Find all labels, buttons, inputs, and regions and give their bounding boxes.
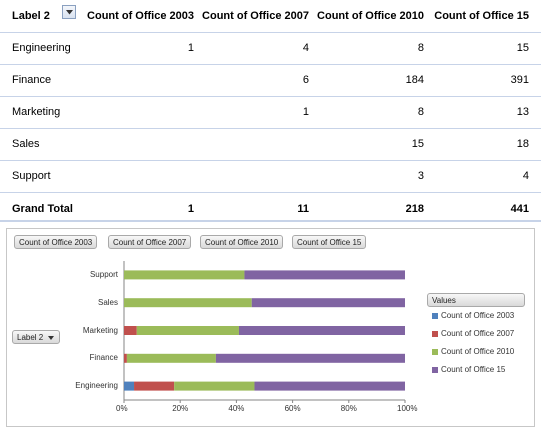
legend-label: Count of Office 2007 [441,329,515,338]
legend-swatch [432,331,438,337]
value-cell: 13 [516,106,529,118]
x-tick-label: 20% [172,404,189,413]
row-field-label: Label 2 [17,333,44,342]
filter-dropdown-button[interactable] [62,5,76,19]
bar-segment[interactable] [251,298,405,308]
value-cell: 4 [302,42,309,54]
value-cell: 8 [417,106,424,118]
value-cell: 15 [411,138,424,150]
col-header-office-2010: Count of Office 2010 [317,10,424,22]
series-field-button-office-15[interactable]: Count of Office 15 [292,235,367,249]
pivot-header-row: Label 2 Count of Office 2003 Count of Of… [0,0,541,33]
chevron-down-icon [48,336,55,340]
row-label: Finance [12,74,52,86]
bar-segment[interactable] [124,326,137,335]
x-tick-label: 60% [284,404,301,413]
row-label: Sales [12,138,40,150]
grand-total-cell: 11 [297,203,309,215]
bar-segment[interactable] [244,270,405,280]
chevron-down-icon [66,10,73,15]
x-tick-label: 0% [116,404,128,413]
value-cell: 15 [516,42,529,54]
bar-segment[interactable] [126,353,216,363]
table-row[interactable]: Support 3 4 [0,160,541,193]
row-label: Engineering [12,42,71,54]
legend-swatch [432,367,438,373]
grand-total-cell: 218 [405,203,424,215]
table-row[interactable]: Sales 15 18 [0,128,541,161]
col-header-office-2007: Count of Office 2007 [202,10,309,22]
legend-values-button[interactable]: Values [427,293,525,307]
grand-total-cell: 441 [510,203,529,215]
x-tick-label: 100% [397,404,418,413]
y-category-label: Support [89,269,118,279]
row-label: Marketing [12,106,61,118]
bar-segment[interactable] [174,381,255,391]
y-category-label: Marketing [82,325,118,335]
series-field-button-office-2007[interactable]: Count of Office 2007 [108,235,192,249]
value-cell: 18 [516,138,529,150]
y-category-label: Sales [97,297,118,307]
grand-total-row[interactable]: Grand Total 1 11 218 441 [0,192,541,222]
col-header-office-2003: Count of Office 2003 [87,10,194,22]
value-cell: 184 [405,74,424,86]
value-cell: 6 [302,74,309,86]
value-cell: 1 [187,42,194,54]
chart-plot-area [123,261,406,403]
x-tick-label: 40% [228,404,245,413]
value-cell: 391 [510,74,529,86]
row-field-button[interactable]: Label 2 [12,330,61,344]
value-cell: 1 [302,106,309,118]
bar-segment[interactable] [136,326,239,335]
legend-swatch [432,313,438,319]
x-tick-label: 80% [340,404,357,413]
col-header-office-15: Count of Office 15 [434,10,529,22]
y-category-label: Engineering [75,381,118,391]
grand-total-label: Grand Total [12,203,73,215]
table-row[interactable]: Marketing 1 8 13 [0,96,541,129]
bar-segment[interactable] [238,326,405,335]
row-label: Support [12,170,51,182]
pivot-chart[interactable]: Count of Office 2003 Count of Office 200… [6,228,535,427]
table-row[interactable]: Finance 6 184 391 [0,64,541,97]
value-cell: 4 [522,170,529,182]
table-row[interactable]: Engineering 1 4 8 15 [0,32,541,65]
row-labels-header: Label 2 [12,10,50,22]
value-cell: 3 [417,170,424,182]
y-category-label: Finance [89,353,118,363]
legend-swatch [432,349,438,355]
bar-segment[interactable] [124,270,245,280]
legend-label: Count of Office 2003 [441,311,515,320]
bar-segment[interactable] [124,353,127,363]
series-field-button-office-2003[interactable]: Count of Office 2003 [14,235,98,249]
series-field-button-office-2010[interactable]: Count of Office 2010 [200,235,284,249]
bar-segment[interactable] [124,298,252,308]
legend-label: Count of Office 2010 [441,347,515,356]
grand-total-cell: 1 [187,203,194,215]
bar-segment[interactable] [254,381,405,391]
value-cell: 8 [417,42,424,54]
legend-label: Count of Office 15 [441,365,506,374]
bar-segment[interactable] [215,353,405,363]
bar-segment[interactable] [124,381,135,391]
bar-segment[interactable] [134,381,175,391]
